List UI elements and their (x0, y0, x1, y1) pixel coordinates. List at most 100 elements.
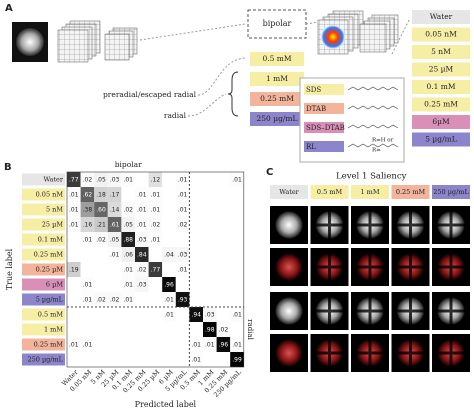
cell-value: .01 (69, 342, 79, 349)
matrix-cell (175, 337, 190, 352)
legend-swatch (304, 141, 344, 152)
molecule (347, 105, 399, 110)
matrix-cell (203, 172, 217, 187)
cell-value: .84 (137, 252, 147, 259)
matrix-cell (175, 247, 190, 262)
row-label: 5 µg/mL (36, 296, 64, 304)
matrix-cell (189, 172, 203, 187)
cell-value: .14 (110, 207, 120, 214)
matrix-cell (80, 247, 95, 262)
cell-value: .04 (164, 252, 174, 259)
cell-value: .02 (110, 297, 120, 304)
matrix-cell (162, 247, 176, 262)
cell-value: .96 (219, 342, 229, 349)
matrix-cell (67, 202, 81, 217)
cell-value: .03 (137, 282, 147, 289)
matrix-cell (107, 322, 122, 337)
cell-value: .99 (232, 357, 242, 364)
matrix-cell (175, 277, 190, 292)
matrix-cell (94, 172, 108, 187)
matrix-cell (94, 292, 108, 307)
cell-value: .01 (191, 342, 201, 349)
droplet-image (275, 297, 303, 325)
r-text: R= (372, 148, 381, 154)
matrix-cell (121, 262, 135, 277)
cell-value: .21 (96, 222, 106, 229)
matrix-cell (107, 262, 122, 277)
cell-value: .01 (232, 312, 242, 319)
panel-label: C (266, 167, 273, 178)
cell-value: .03 (205, 312, 215, 319)
matrix-cell (230, 232, 244, 247)
matrix-cell (189, 232, 203, 247)
cell-value: .60 (96, 207, 106, 214)
cell-value: .01 (232, 342, 242, 349)
row-label: 250 µg/mL (27, 356, 63, 364)
matrix-cell (135, 322, 149, 337)
cell-value: .01 (123, 267, 133, 274)
legend-swatch (304, 122, 344, 133)
matrix-cell (107, 217, 122, 232)
row-label: 0.1 mM (38, 236, 64, 244)
row-label: 1 mM (44, 326, 63, 334)
matrix-cell (94, 247, 108, 262)
matrix-cell (80, 187, 95, 202)
row-label-box (22, 308, 65, 321)
output-class-box (412, 45, 470, 59)
matrix-cell (148, 187, 163, 202)
matrix-cell (148, 247, 163, 262)
cell-value: .62 (83, 192, 93, 199)
bipolar-text: bipolar (263, 19, 292, 28)
input-class-text: 0.5 mM (262, 54, 291, 63)
matrix-cell (121, 202, 135, 217)
connector (197, 57, 246, 96)
matrix-cell (94, 262, 108, 277)
panel-label: A (5, 3, 13, 14)
matrix-cell (80, 217, 95, 232)
defect-cross (437, 211, 465, 239)
matrix-cell (175, 187, 190, 202)
column-header: 1 mM (360, 188, 379, 196)
row-label: 0.5 mM (38, 311, 64, 319)
output-class-text: 0.25 mM (424, 100, 458, 109)
matrix-cell (162, 232, 176, 247)
cell-value: .01 (123, 177, 133, 184)
cell-value: .05 (123, 222, 133, 229)
output-class-text: 5 nM (431, 47, 451, 56)
defect-cross (356, 297, 384, 325)
y-axis-label: True label (5, 248, 14, 290)
output-class-text: 5 µg/mL (425, 135, 456, 144)
matrix-cell (162, 277, 176, 292)
cell-value: .77 (69, 177, 79, 184)
legend-text: DTAB (306, 105, 326, 113)
cell-value: .02 (137, 267, 147, 274)
cell-value: .02 (96, 237, 106, 244)
matrix-cell (162, 202, 176, 217)
defect-cross (396, 339, 425, 367)
feature-map (104, 33, 130, 61)
cell-value: .01 (164, 297, 174, 304)
matrix-cell (230, 187, 244, 202)
matrix-cell (94, 337, 108, 352)
matrix-cell (107, 247, 122, 262)
matrix-cell (189, 307, 203, 322)
matrix-cell (216, 232, 231, 247)
cell-value: .01 (178, 267, 188, 274)
defect-cross (437, 339, 465, 367)
connector (391, 17, 411, 55)
cell-value: .02 (83, 177, 93, 184)
cell-value: .02 (123, 207, 133, 214)
cell-value: .01 (137, 207, 147, 214)
cell-value: .01 (123, 282, 133, 289)
cell-value: .77 (151, 267, 161, 274)
matrix-cell (107, 187, 122, 202)
matrix-cell (203, 277, 217, 292)
row-label-box (22, 173, 65, 186)
row-label: 0.05 nM (36, 191, 64, 199)
matrix-cell (162, 172, 176, 187)
feature-map (57, 29, 89, 63)
matrix-cell (175, 172, 190, 187)
matrix-cell (162, 307, 176, 322)
matrix-cell (216, 322, 231, 337)
matrix-cell (162, 292, 176, 307)
